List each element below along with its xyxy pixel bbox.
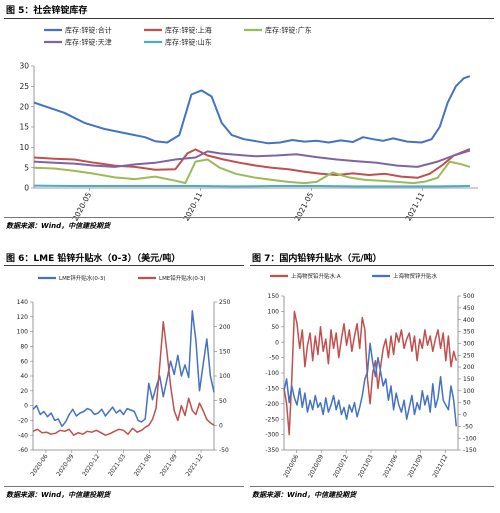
fig6-y-tick-label: 60 (20, 358, 28, 365)
fig7-y-tick-label: 50 (271, 324, 279, 331)
fig5-source-rule (4, 217, 494, 218)
fig5-legend-label-5: 库存:锌锭:山东 (165, 38, 212, 47)
fig7-y-tick-label: -150 (265, 386, 279, 393)
fig5-series-line-2 (33, 148, 471, 179)
fig5-y-tick-label: 25 (19, 82, 29, 91)
fig7-source-rule (250, 486, 494, 487)
fig6-y-right-tick-label: -50 (219, 447, 229, 454)
fig7-source: 数据来源：Wind，中信建投期货 (252, 491, 357, 499)
fig6-y-tick-label: 80 (20, 344, 28, 351)
fig6-y-tick-label: 140 (17, 299, 29, 306)
fig7-y-tick-label: -50 (269, 355, 279, 362)
fig7-y-right-tick-label: 500 (463, 293, 475, 300)
fig7-y-tick-label: -250 (265, 416, 279, 423)
fig5-y-tick-label: 5 (24, 163, 29, 172)
fig5-y-tick-label: 0 (24, 184, 29, 193)
fig7-y-right-tick-label: 150 (463, 376, 475, 383)
fig6-y-right-tick-label: 100 (219, 373, 231, 380)
fig7-x-tick-label: 2021/03 (357, 454, 375, 479)
fig7-y-tick-label: -200 (265, 401, 279, 408)
fig7-y-right-tick-label: 50 (463, 400, 471, 407)
fig6-title-rule (4, 265, 244, 266)
fig7-series-line-2 (283, 342, 458, 427)
fig5-title-rule (4, 18, 494, 19)
fig6-y-right-tick-label: 0 (219, 422, 223, 429)
fig7-x-tick-label: 2020/12 (332, 454, 350, 479)
fig7-title-rule (250, 265, 494, 266)
fig5-legend-label-1: 库存:锌锭:合计 (65, 26, 112, 35)
fig6-y-right-tick-label: 200 (219, 324, 231, 331)
fig7-y-tick-label: -300 (265, 432, 279, 439)
fig6-legend-label-1: LME锌升贴水(0-3) (59, 274, 106, 282)
fig6-y-tick-label: 120 (17, 314, 29, 321)
fig5-legend-label-2: 库存:锌锭:上海 (165, 26, 212, 35)
fig7-y-tick-label: 100 (268, 309, 280, 316)
fig5-legend-label-3: 库存:锌锭:广东 (265, 26, 312, 35)
fig6-y-tick-label: 20 (20, 388, 28, 395)
fig6-y-tick-label: -20 (18, 418, 28, 425)
fig7-y-right-tick-label: 250 (463, 352, 475, 359)
fig6-x-tick-label: 2020-06 (29, 453, 49, 478)
fig6-legend-label-2: LME铅升贴水(0-3) (159, 274, 206, 282)
fig5-source: 数据来源：Wind，中信建投期货 (6, 222, 111, 230)
fig6-x-tick-label: 2020-12 (81, 453, 101, 478)
fig7-x-tick-label: 2021/12 (431, 454, 449, 479)
fig6-x-tick-label: 2021-09 (159, 453, 179, 478)
fig7-y-right-tick-label: -100 (463, 435, 477, 442)
fig6-x-tick-label: 2021-12 (185, 453, 205, 478)
fig7-x-tick-label: 2020/09 (307, 454, 325, 479)
fig7-x-tick-label: 2021/09 (407, 454, 425, 479)
fig7-y-right-tick-label: -150 (463, 447, 477, 454)
fig7-y-tick-label: 150 (268, 293, 280, 300)
fig6-x-tick-label: 2021-03 (107, 453, 127, 478)
fig6-y-tick-label: -60 (18, 447, 28, 454)
fig6-source: 数据来源：Wind，中信建投期货 (6, 491, 111, 499)
fig7-legend-label-1: 上海物贸铅升贴水:A (291, 272, 341, 280)
fig6-series-line-1 (32, 310, 215, 428)
fig6-y-tick-label: 40 (20, 373, 28, 380)
fig7-y-right-tick-label: 350 (463, 329, 475, 336)
fig7-legend-label-2: 上海物贸锌升贴水 (393, 272, 438, 280)
fig7-y-right-tick-label: 0 (463, 412, 467, 419)
fig5-y-tick-label: 15 (19, 123, 29, 132)
fig6-y-tick-label: 100 (17, 329, 29, 336)
fig5-series-line-5 (33, 184, 470, 188)
fig7-y-right-tick-label: 200 (463, 364, 475, 371)
fig5-series-line-1 (33, 75, 471, 145)
fig6-y-right-tick-label: 50 (219, 398, 227, 405)
fig7-title: 图 7：国内铅锌升贴水（元/吨） (252, 254, 382, 264)
fig5-y-tick-label: 10 (19, 143, 29, 152)
fig5-series-line-3 (33, 158, 471, 185)
fig5-series-line-4 (33, 149, 471, 168)
fig7-y-tick-label: -350 (265, 447, 279, 454)
fig7-y-tick-label: -100 (265, 370, 279, 377)
fig5-y-tick-label: 20 (19, 102, 29, 111)
fig7-x-tick-label: 2020/06 (282, 454, 300, 479)
fig6-x-tick-label: 2021-06 (133, 453, 153, 478)
fig7-chart: -350 -300 -250 -200 -150 -100 -50 0 50 100 150 -150… (265, 272, 477, 479)
fig7-y-right-tick-label: 450 (463, 305, 475, 312)
fig6-x-tick-label: 2020-09 (55, 453, 75, 478)
fig7-y-tick-label: 0 (275, 339, 279, 346)
fig7-y-right-tick-label: 300 (463, 340, 475, 347)
fig7-y-right-tick-label: 400 (463, 317, 475, 324)
fig5-legend-label-4: 库存:锌锭:天津 (65, 38, 112, 47)
fig6-series-line-2 (32, 320, 215, 436)
fig6-source-rule (4, 486, 244, 487)
fig7-y-right-tick-label: 100 (463, 388, 475, 395)
fig6-y-right-tick-label: 250 (219, 299, 231, 306)
fig6-y-right-tick-label: 150 (219, 348, 231, 355)
fig6-y-tick-label: 0 (24, 403, 28, 410)
fig6-chart: -60 -40 -20 0 20 40 60 80 100 120 140 -50 0 50 100 150 2… (17, 274, 231, 478)
fig7-y-right-tick-label: -50 (463, 423, 473, 430)
fig6-title: 图 6：LME 铅锌升贴水（0-3）（美元/吨） (6, 254, 181, 264)
fig5-y-tick-label: 30 (19, 62, 29, 71)
fig7-series-line-1 (283, 310, 458, 436)
fig5-title: 图 5：社会锌锭库存 (6, 6, 88, 16)
fig6-y-tick-label: -40 (18, 432, 28, 439)
fig7-x-tick-label: 2021/06 (382, 454, 400, 479)
